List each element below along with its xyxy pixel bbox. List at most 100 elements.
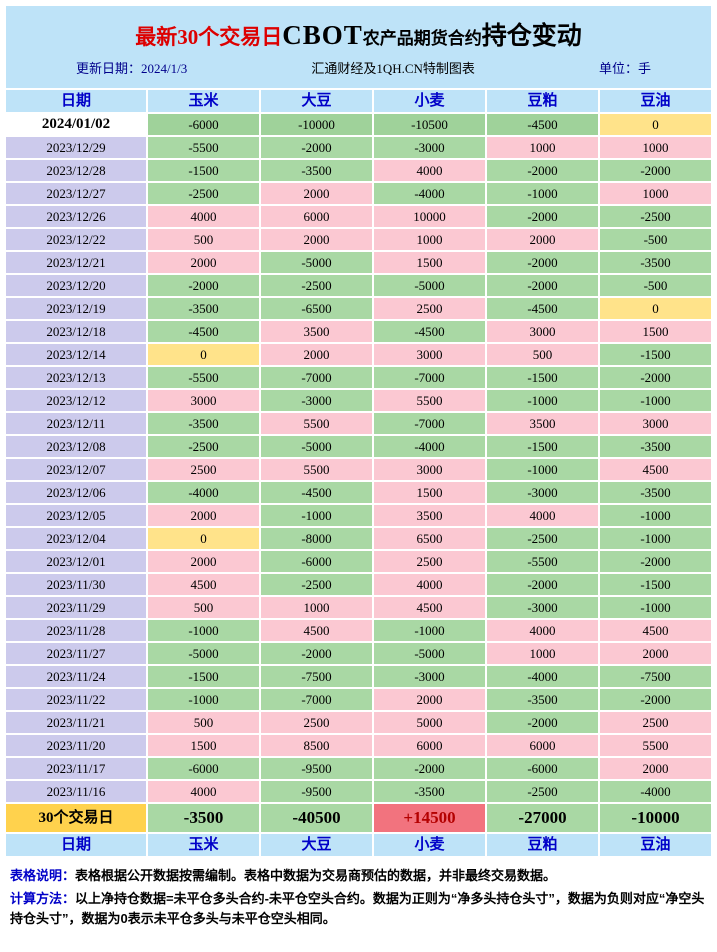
table-row: 2023/11/21 500 2500 5000 -2000 2500	[6, 712, 711, 733]
value-cell: -2000	[487, 574, 598, 595]
value-cell: 500	[148, 712, 259, 733]
column-header-4: 豆粕	[487, 834, 598, 856]
value-cell: 2000	[148, 252, 259, 273]
table-row: 2023/11/22 -1000 -7000 2000 -3500 -2000	[6, 689, 711, 710]
date-cell: 2023/12/12	[6, 390, 146, 411]
title-suffix: 持仓变动	[481, 22, 582, 50]
value-cell: -2000	[261, 137, 372, 158]
value-cell: -5000	[261, 436, 372, 457]
value-cell: -1000	[487, 459, 598, 480]
table-row: 2023/12/20 -2000 -2500 -5000 -2000 -500	[6, 275, 711, 296]
value-cell: -4500	[487, 298, 598, 319]
value-cell: -4500	[148, 321, 259, 342]
value-cell: -9500	[261, 758, 372, 779]
value-cell: 2000	[261, 344, 372, 365]
value-cell: 4500	[261, 620, 372, 641]
column-header-1: 玉米	[148, 834, 259, 856]
value-cell: 6000	[261, 206, 372, 227]
table-row: 2023/12/06 -4000 -4500 1500 -3000 -3500	[6, 482, 711, 503]
value-cell: -3500	[600, 436, 711, 457]
table-header-bottom: 日期 玉米 大豆 小麦 豆粕 豆油	[6, 834, 711, 856]
value-cell: -7000	[261, 367, 372, 388]
date-cell: 2023/12/26	[6, 206, 146, 227]
update-date-label: 更新日期：2024/1/3	[76, 60, 188, 76]
value-cell: 4000	[487, 620, 598, 641]
value-cell: -2500	[261, 574, 372, 595]
value-cell: -1500	[487, 436, 598, 457]
value-cell: -1000	[600, 390, 711, 411]
date-cell: 2023/11/16	[6, 781, 146, 802]
value-cell: -6000	[487, 758, 598, 779]
date-cell: 2023/12/11	[6, 413, 146, 434]
date-cell: 2023/12/05	[6, 505, 146, 526]
title-cbot: CBOT	[282, 19, 363, 50]
summary-label: 30个交易日	[6, 804, 146, 832]
value-cell: -9500	[261, 781, 372, 802]
value-cell: -4000	[487, 666, 598, 687]
value-cell: 1000	[600, 183, 711, 204]
date-cell: 2023/12/20	[6, 275, 146, 296]
note-text-2: 以上净持仓数据=未平仓多头合约-未平仓空头合约。数据为正则为“净多头持仓头寸”，…	[10, 891, 705, 927]
note-label-1: 表格说明：	[10, 868, 76, 883]
value-cell: 5000	[374, 712, 485, 733]
date-cell: 2023/11/22	[6, 689, 146, 710]
value-cell: -2000	[261, 643, 372, 664]
value-cell: 4500	[148, 574, 259, 595]
value-cell: 4000	[148, 781, 259, 802]
value-cell: -7000	[374, 413, 485, 434]
date-cell: 2023/11/20	[6, 735, 146, 756]
column-header-2: 大豆	[261, 834, 372, 856]
value-cell: 3000	[148, 390, 259, 411]
date-cell: 2023/11/21	[6, 712, 146, 733]
table-row: 2023/12/07 2500 5500 3000 -1000 4500	[6, 459, 711, 480]
value-cell: 4500	[600, 620, 711, 641]
value-cell: -2000	[487, 712, 598, 733]
cbot-positions-page: 最新30个交易日CBOT农产品期货合约持仓变动 更新日期：2024/1/3 汇通…	[6, 6, 711, 929]
note-label-2: 计算方法：	[10, 891, 76, 907]
column-header-5: 豆油	[600, 90, 711, 112]
value-cell: 2000	[374, 689, 485, 710]
table-row: 2023/12/26 4000 6000 10000 -2000 -2500	[6, 206, 711, 227]
summary-value: -40500	[261, 804, 372, 832]
column-header-0: 日期	[6, 90, 146, 112]
summary-value: -27000	[487, 804, 598, 832]
value-cell: -3500	[374, 781, 485, 802]
value-cell: 4500	[374, 597, 485, 618]
value-cell: 1000	[261, 597, 372, 618]
value-cell: 2500	[600, 712, 711, 733]
value-cell: 4000	[487, 505, 598, 526]
value-cell: -4000	[148, 482, 259, 503]
table-body: 2024/01/02 -6000 -10000 -10500 -4500 0 2023/12…	[6, 114, 711, 802]
meta-row: 更新日期：2024/1/3 汇通财经及1QH.CN特制图表 单位：手	[14, 58, 703, 77]
value-cell: 3000	[600, 413, 711, 434]
value-cell: -1000	[148, 689, 259, 710]
value-cell: -5500	[487, 551, 598, 572]
value-cell: -4500	[487, 114, 598, 135]
date-cell: 2023/11/27	[6, 643, 146, 664]
table-row: 2023/12/01 2000 -6000 2500 -5500 -2000	[6, 551, 711, 572]
value-cell: 3000	[374, 459, 485, 480]
date-cell: 2023/12/04	[6, 528, 146, 549]
value-cell: 2000	[600, 643, 711, 664]
summary-value: +14500	[374, 804, 485, 832]
table-row: 2023/12/08 -2500 -5000 -4000 -1500 -3500	[6, 436, 711, 457]
value-cell: -3500	[148, 413, 259, 434]
value-cell: -5000	[374, 643, 485, 664]
value-cell: -2000	[600, 689, 711, 710]
value-cell: 3500	[487, 413, 598, 434]
table-row: 2023/12/21 2000 -5000 1500 -2000 -3500	[6, 252, 711, 273]
value-cell: -2500	[487, 781, 598, 802]
date-cell: 2023/12/14	[6, 344, 146, 365]
date-cell: 2023/12/01	[6, 551, 146, 572]
column-header-4: 豆粕	[487, 90, 598, 112]
date-cell: 2023/12/18	[6, 321, 146, 342]
value-cell: -3500	[600, 482, 711, 503]
value-cell: 1000	[487, 643, 598, 664]
note-calc-method: 计算方法：以上净持仓数据=未平仓多头合约-未平仓空头合约。数据为正则为“净多头持…	[10, 889, 707, 929]
value-cell: -4500	[374, 321, 485, 342]
value-cell: -10500	[374, 114, 485, 135]
column-header-2: 大豆	[261, 90, 372, 112]
value-cell: 2000	[487, 229, 598, 250]
value-cell: -1500	[600, 344, 711, 365]
value-cell: 3500	[374, 505, 485, 526]
